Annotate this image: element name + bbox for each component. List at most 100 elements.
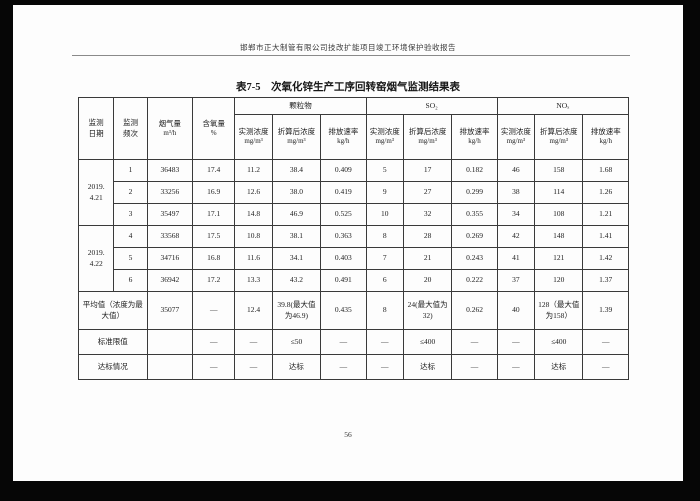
limit-label-cell: 标准限值 (78, 329, 148, 355)
header-divider (72, 55, 630, 56)
nox-converted-cell: 达标 (534, 354, 584, 380)
freq-cell: 3 (113, 203, 148, 226)
so2-measured-cell: 5 (365, 159, 404, 182)
so2-rate-cell: 0.243 (451, 247, 498, 270)
flue-cell: 35077 (146, 291, 194, 330)
sub-header-unit: mg/m³ (418, 137, 437, 146)
flue-cell (146, 354, 194, 380)
table-row: 6 36942 17.2 13.3 43.2 0.491 6 20 0.222 … (79, 269, 629, 292)
so2-converted-cell: 27 (402, 181, 453, 204)
sub-header-unit: mg/m³ (506, 137, 526, 146)
col-header-nox-measured: 实测浓度 mg/m³ (496, 114, 536, 160)
monitoring-results-table: 监测 日期 监测 频次 烟气量 m³/h 含氧量 % 颗粒物 SO₂ NOₓ 实… (77, 97, 630, 380)
nox-rate-cell: 1.37 (582, 269, 629, 292)
flue-cell: 36483 (146, 159, 194, 182)
so2-rate-cell: 0.262 (451, 291, 498, 330)
average-row: 平均值（浓度为最大值） 35077 — 12.4 39.8(最大值为46.9) … (78, 291, 629, 330)
page-number: 56 (344, 430, 352, 439)
group-header-row: 监测 日期 监测 频次 烟气量 m³/h 含氧量 % 颗粒物 SO₂ NOₓ (77, 97, 630, 160)
pm-measured-cell: 11.2 (234, 159, 273, 182)
col-header-so2-rate: 排放速率 kg/h (451, 114, 498, 160)
nox-rate-cell: 1.41 (582, 225, 629, 248)
table-row: 5 34716 16.8 11.6 34.1 0.403 7 21 0.243 … (79, 247, 629, 270)
sub-header-unit: mg/m³ (375, 137, 394, 146)
pm-converted-cell: 39.8(最大值为46.9) (271, 291, 322, 330)
so2-converted-cell: 24(最大值为32) (402, 291, 453, 330)
pm-measured-cell: — (234, 329, 273, 355)
sub-header-label: 实测浓度 (238, 127, 269, 137)
oxygen-cell: 17.4 (192, 159, 236, 182)
freq-cell: 4 (113, 225, 148, 248)
pm-converted-cell: 38.1 (271, 225, 322, 248)
so2-converted-cell: 28 (402, 225, 453, 248)
so2-measured-cell: — (365, 354, 404, 380)
flue-cell: 33568 (146, 225, 194, 248)
nox-rate-cell: 1.42 (582, 247, 629, 270)
pm-measured-cell: 13.3 (234, 269, 273, 292)
sub-header-unit: mg/m³ (287, 137, 306, 146)
nox-rate-cell: — (582, 354, 629, 380)
group-header-pm: 颗粒物 (234, 97, 367, 115)
pm-converted-cell: 达标 (271, 354, 322, 380)
so2-measured-cell: 8 (365, 225, 404, 248)
pm-measured-cell: 10.8 (234, 225, 273, 248)
col-header-pm-rate: 排放速率 kg/h (320, 114, 367, 160)
so2-converted-cell: 21 (402, 247, 453, 270)
nox-measured-cell: 42 (496, 225, 536, 248)
flue-cell: 36942 (146, 269, 194, 292)
flue-gas-unit: m³/h (163, 128, 177, 137)
nox-measured-cell: 41 (496, 247, 536, 270)
oxygen-cell: — (192, 354, 236, 380)
nox-converted-cell: 120 (534, 269, 584, 292)
so2-rate-cell: 0.269 (451, 225, 498, 248)
date-cell: 2019. 4.21 (77, 159, 115, 226)
flue-cell: 34716 (146, 247, 194, 270)
col-header-pm-measured: 实测浓度 mg/m³ (234, 114, 273, 160)
table-row: 2019. 4.22 4 33568 17.5 10.8 38.1 0.363 … (77, 225, 629, 292)
pm-converted-cell: 38.4 (271, 159, 322, 182)
table-row: 2019. 4.21 1 36483 17.4 11.2 38.4 0.409 … (77, 159, 629, 226)
pm-rate-cell: 0.525 (320, 203, 367, 226)
pm-converted-cell: 34.1 (271, 247, 322, 270)
so2-measured-cell: 9 (365, 181, 404, 204)
so2-rate-cell: 0.299 (451, 181, 498, 204)
so2-converted-cell: 17 (402, 159, 453, 182)
so2-rate-cell: — (451, 354, 498, 380)
nox-converted-cell: 121 (534, 247, 584, 270)
flue-cell: 33256 (146, 181, 194, 204)
nox-rate-cell: 1.68 (582, 159, 629, 182)
pm-converted-cell: 43.2 (271, 269, 322, 292)
so2-measured-cell: 7 (365, 247, 404, 270)
group-header-nox: NOₓ (496, 97, 630, 115)
so2-measured-cell: 10 (365, 203, 404, 226)
nox-converted-cell: 148 (534, 225, 584, 248)
table-caption: 表7-5 次氧化锌生产工序回转窑烟气监测结果表 (236, 82, 460, 93)
nox-measured-cell: 38 (496, 181, 536, 204)
sub-header-label: 排放速率 (459, 127, 490, 137)
compliance-label-cell: 达标情况 (78, 354, 148, 380)
pm-rate-cell: 0.435 (320, 291, 367, 330)
sub-header-unit: kg/h (337, 137, 350, 146)
nox-rate-cell: 1.39 (582, 291, 629, 330)
oxygen-cell: 17.5 (192, 225, 236, 248)
oxygen-cell: 17.1 (192, 203, 236, 226)
pm-rate-cell: — (320, 354, 367, 380)
col-header-so2-converted: 折算后浓度 mg/m³ (402, 114, 453, 160)
pm-converted-cell: ≤50 (271, 329, 322, 355)
nox-rate-cell: — (582, 329, 629, 355)
sub-header-label: 实测浓度 (500, 127, 531, 137)
col-header-pm-converted: 折算后浓度 mg/m³ (271, 114, 322, 160)
pm-measured-cell: 12.6 (234, 181, 273, 204)
limit-row: 标准限值 — — ≤50 — — ≤400 — — ≤400 — (78, 329, 629, 355)
nox-measured-cell: 34 (496, 203, 536, 226)
sub-header-unit: kg/h (468, 137, 481, 146)
oxygen-cell: 16.8 (192, 247, 236, 270)
freq-cell: 2 (113, 181, 148, 204)
sub-header-label: 实测浓度 (369, 127, 400, 137)
oxygen-cell: 16.9 (192, 181, 236, 204)
sub-header-unit: kg/h (599, 137, 612, 146)
freq-cell: 5 (113, 247, 148, 270)
oxygen-unit: % (210, 128, 217, 137)
sub-header-unit: mg/m³ (244, 137, 263, 146)
table-row: 3 35497 17.1 14.8 46.9 0.525 10 32 0.355… (79, 203, 629, 226)
